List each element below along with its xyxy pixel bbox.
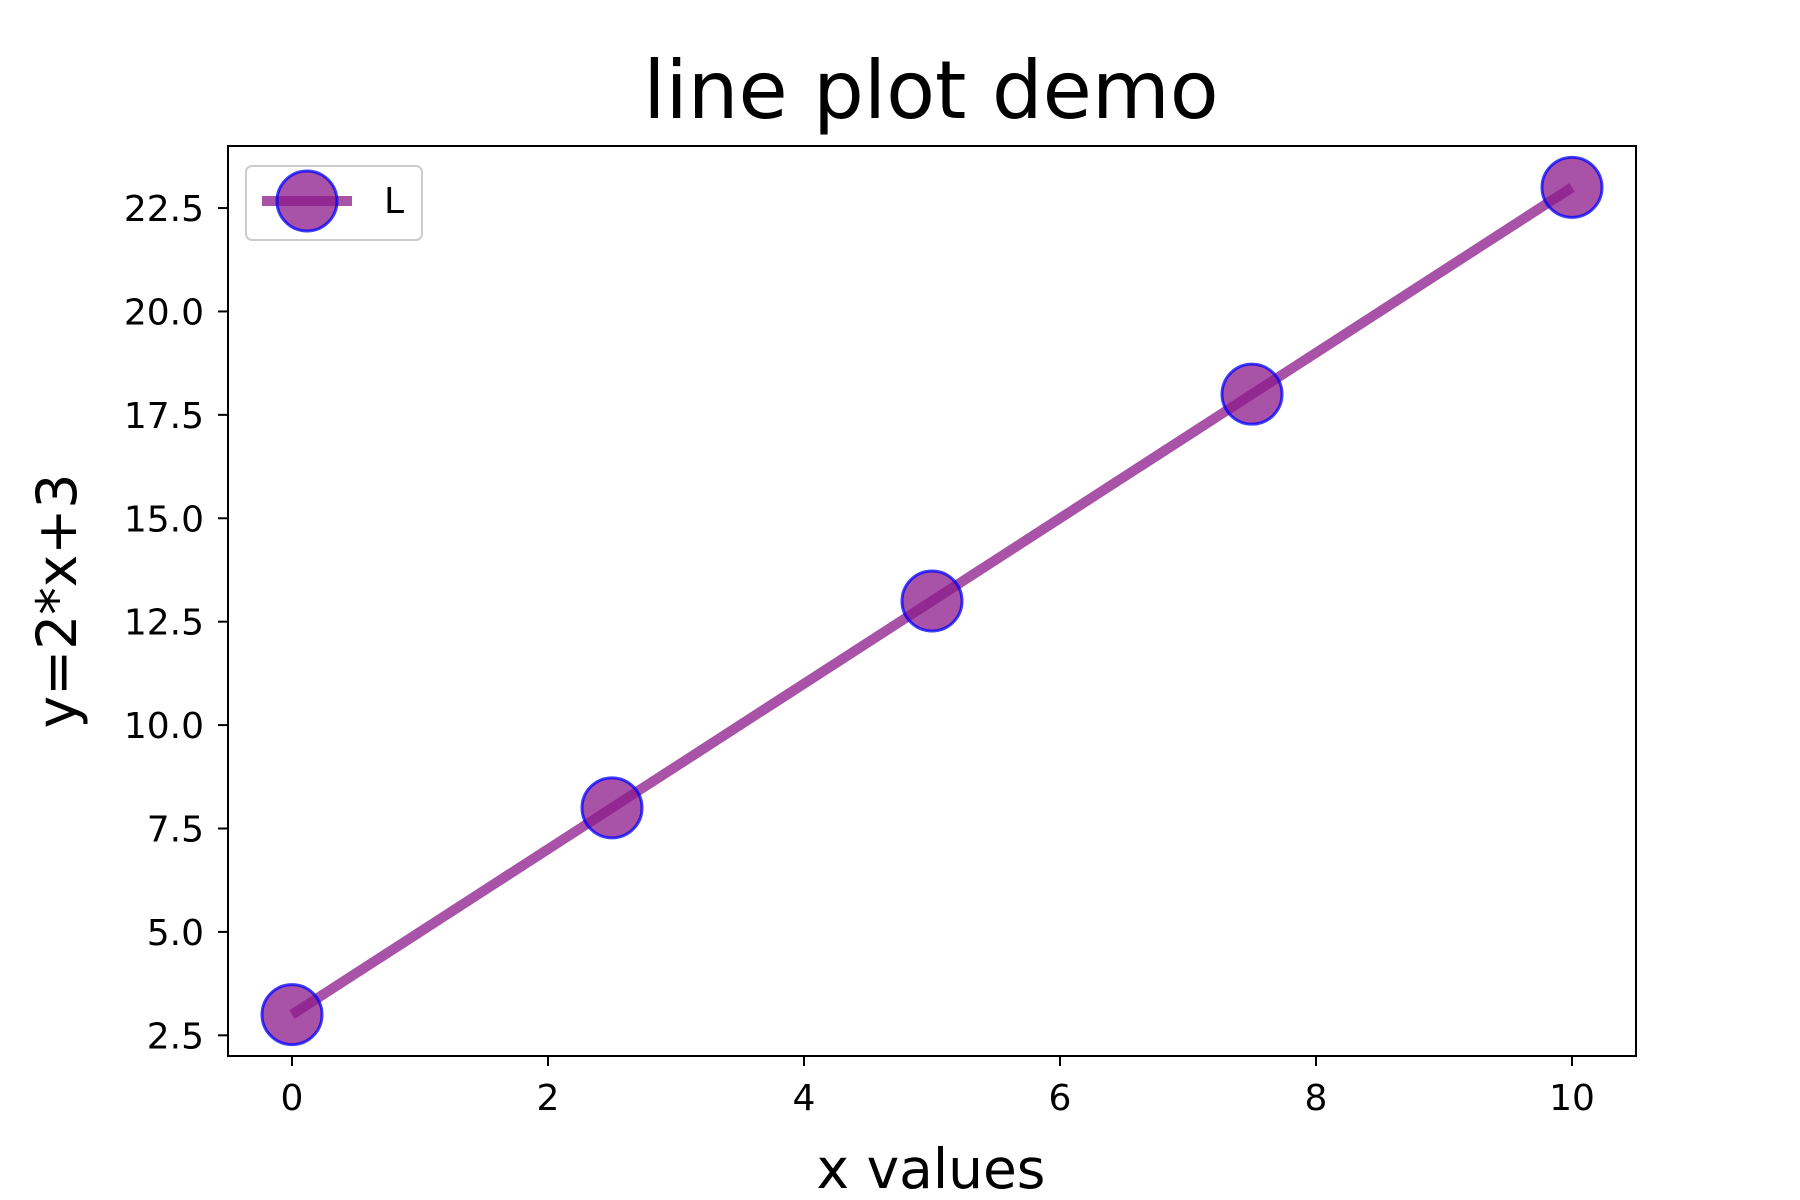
y-tick-label: 7.5	[147, 810, 204, 851]
series-layer	[260, 155, 1604, 1047]
y-tick-label: 22.5	[124, 189, 204, 230]
y-tick-label: 15.0	[124, 499, 204, 540]
x-tick-label: 8	[1305, 1078, 1328, 1119]
x-tick-label: 2	[537, 1078, 560, 1119]
y-tick-label: 10.0	[124, 706, 204, 747]
legend-label: L	[384, 181, 404, 222]
y-tick-label: 20.0	[124, 292, 204, 333]
plot-frame	[227, 145, 1637, 1057]
legend: L	[245, 165, 423, 241]
data-point	[260, 983, 324, 1047]
x-tick-label: 0	[281, 1078, 304, 1119]
plot-area	[227, 145, 1637, 1057]
x-tick-label: 10	[1549, 1078, 1595, 1119]
x-tick-label: 6	[1049, 1078, 1072, 1119]
data-point	[1220, 362, 1284, 426]
x-axis: 0 2 4 6 8 10	[281, 1056, 1595, 1119]
y-tick-label: 12.5	[124, 603, 204, 644]
x-tick-label: 4	[793, 1078, 816, 1119]
data-point	[580, 776, 644, 840]
x-axis-label: x values	[817, 1137, 1046, 1200]
y-axis: 2.5 5.0 7.5 10.0 12.5 15.0 17.5 20.0 22.5	[124, 189, 228, 1057]
y-tick-label: 5.0	[147, 913, 204, 954]
data-point	[900, 569, 964, 633]
legend-marker-swatch	[275, 169, 339, 233]
y-axis-label: y=2*x+3	[25, 474, 89, 729]
y-tick-label: 2.5	[147, 1016, 204, 1057]
data-point	[1540, 155, 1604, 219]
y-tick-label: 17.5	[124, 396, 204, 437]
chart-title: line plot demo	[643, 44, 1218, 137]
